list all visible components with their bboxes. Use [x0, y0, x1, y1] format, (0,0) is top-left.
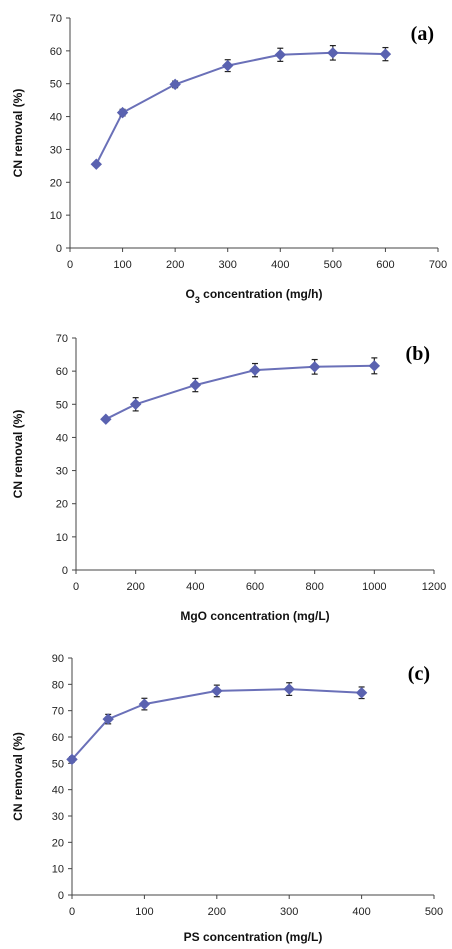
y-tick-label: 30 [56, 466, 68, 478]
data-point [211, 685, 223, 697]
axes-c: 0 10 20 30 40 50 60 70 80 90 0 100 200 300 400 500 [52, 653, 443, 918]
panel-label-c: (c) [408, 663, 430, 685]
y-tick-label: 0 [62, 565, 68, 577]
y-tick-label: 40 [56, 432, 68, 444]
y-axis-label-b: CN removal (%) [11, 410, 25, 499]
x-tick-label: 600 [376, 259, 394, 271]
data-point [249, 364, 261, 376]
y-tick-label: 10 [52, 864, 64, 876]
x-tick-label: 0 [73, 581, 79, 593]
y-tick-label: 70 [50, 13, 62, 25]
x-axis-label-b: MgO concentration (mg/L) [180, 609, 329, 623]
y-tick-label: 60 [56, 366, 68, 378]
y-tick-label: 40 [52, 785, 64, 797]
x-tick-label: 800 [305, 581, 323, 593]
y-tick-label: 70 [52, 706, 64, 718]
x-tick-label: 0 [67, 259, 73, 271]
series-b [100, 357, 381, 425]
x-tick-label: 200 [166, 259, 184, 271]
data-point [189, 379, 202, 391]
y-tick-label: 40 [50, 112, 62, 124]
x-axis-label-a: O3 concentration (mg/h) [185, 287, 322, 305]
data-point [308, 361, 321, 373]
data-point [274, 49, 286, 61]
x-tick-label: 200 [208, 906, 226, 918]
data-point [138, 698, 151, 710]
x-tick-label: 400 [271, 259, 289, 271]
panel-label-b: (b) [406, 343, 430, 365]
y-tick-label: 60 [50, 46, 62, 58]
series-line-b [105, 364, 375, 421]
y-tick-label: 30 [50, 144, 62, 156]
y-tick-label: 0 [56, 243, 62, 255]
x-tick-label: 300 [280, 906, 298, 918]
y-tick-label: 50 [50, 79, 62, 91]
x-tick-label: 1200 [422, 581, 446, 593]
y-tick-label: 50 [52, 758, 64, 770]
y-tick-label: 30 [52, 811, 64, 823]
chart-panel-c: 0 10 20 30 40 50 60 70 80 90 0 100 200 300 400 500 PS c… [11, 653, 443, 944]
y-tick-label: 80 [52, 679, 64, 691]
x-tick-label: 700 [429, 259, 447, 271]
data-point [368, 360, 381, 372]
y-tick-label: 20 [56, 499, 68, 511]
y-tick-label: 50 [56, 399, 68, 411]
data-point [90, 158, 102, 170]
y-tick-label: 70 [56, 333, 68, 345]
y-axis-label-a: CN removal (%) [11, 89, 25, 178]
series-line-a [95, 51, 386, 165]
axes-b: 0 10 20 30 40 50 60 70 0 200 400 600 800 1000 1200 [56, 333, 446, 593]
x-tick-label: 500 [425, 906, 443, 918]
data-point [100, 413, 112, 425]
data-point [355, 687, 368, 699]
y-tick-label: 60 [52, 732, 64, 744]
panel-label-a: (a) [411, 23, 434, 45]
y-tick-label: 10 [56, 532, 68, 544]
x-tick-label: 1000 [362, 581, 386, 593]
x-axis-label-c: PS concentration (mg/L) [184, 930, 323, 944]
x-tick-label: 300 [219, 259, 237, 271]
data-point [66, 753, 78, 766]
x-tick-label: 500 [324, 259, 342, 271]
x-tick-label: 0 [69, 906, 75, 918]
x-tick-label: 200 [126, 581, 144, 593]
data-point [283, 683, 295, 695]
x-tick-label: 400 [186, 581, 204, 593]
y-tick-label: 20 [50, 177, 62, 189]
x-tick-label: 100 [113, 259, 131, 271]
series-line-c [71, 688, 362, 761]
chart-panel-b: 0 10 20 30 40 50 60 70 0 200 400 600 800 1000 1200 MgO… [11, 333, 446, 623]
series-c [66, 682, 368, 766]
x-tick-label: 600 [246, 581, 264, 593]
series-a [90, 44, 392, 170]
y-axis-label-c: CN removal (%) [11, 732, 25, 821]
data-point [116, 106, 129, 119]
data-point [222, 59, 234, 72]
data-point [169, 78, 181, 91]
x-tick-label: 100 [135, 906, 153, 918]
data-point [129, 398, 142, 410]
y-tick-label: 10 [50, 210, 62, 222]
y-tick-label: 20 [52, 837, 64, 849]
y-tick-label: 0 [58, 890, 64, 902]
data-point [327, 47, 339, 59]
y-tick-label: 90 [52, 653, 64, 665]
x-tick-label: 400 [352, 906, 370, 918]
data-point [102, 713, 114, 725]
data-point [379, 48, 392, 60]
